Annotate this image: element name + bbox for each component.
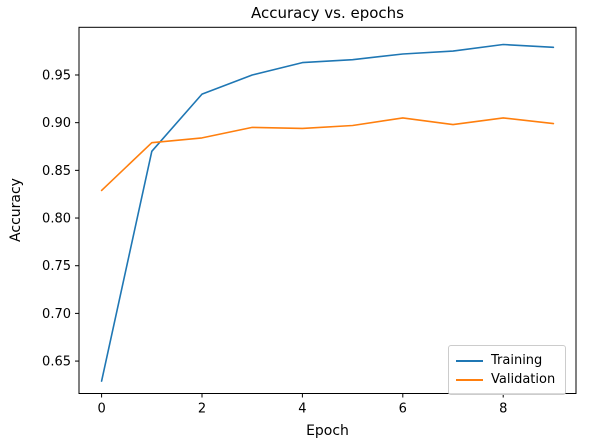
y-tick-label: 0.65 [42, 355, 71, 370]
y-tick-label: 0.80 [42, 212, 71, 227]
y-tick-label: 0.70 [42, 307, 71, 322]
x-tick-label: 6 [399, 402, 407, 417]
x-tick-label: 2 [198, 402, 206, 417]
x-tick-label: 0 [97, 402, 105, 417]
legend-label-training: Training [491, 353, 543, 368]
training-line [100, 43, 555, 382]
legend-entry-validation: Validation [456, 370, 557, 389]
training-line-swatch [456, 359, 483, 362]
y-tick-label: 0.75 [42, 259, 71, 274]
y-tick-label: 0.95 [42, 68, 71, 83]
legend-label-validation: Validation [491, 372, 556, 387]
x-tick-label: 4 [298, 402, 306, 417]
x-axis-label: Epoch [306, 423, 349, 439]
axes-frame [78, 26, 577, 395]
validation-line-swatch [456, 378, 483, 381]
legend-entry-training: Training [456, 351, 557, 370]
y-axis-label: Accuracy [8, 178, 24, 242]
y-tick-label: 0.85 [42, 164, 71, 179]
chart-title: Accuracy vs. epochs [251, 4, 404, 22]
validation-line [100, 117, 555, 192]
y-tick-label: 0.90 [42, 116, 71, 131]
legend: Training Validation [448, 345, 566, 395]
x-tick-label: 8 [499, 402, 507, 417]
